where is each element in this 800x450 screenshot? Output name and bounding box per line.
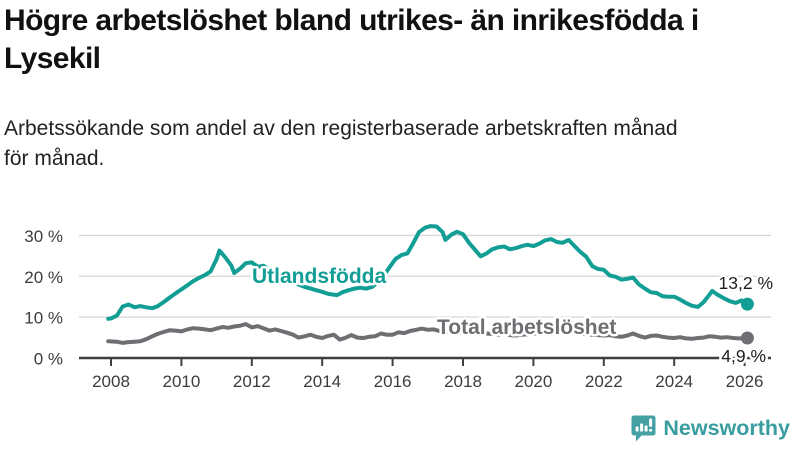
end-value-label-total-arbetsl-shet: 4,9 % [721, 346, 766, 366]
chart-subtitle: Arbetssökande som andel av den registerb… [4, 114, 798, 174]
subtitle-line-1: Arbetssökande som andel av den registerb… [4, 117, 678, 140]
newsworthy-chart-bubble-icon [631, 415, 656, 442]
newsworthy-brand: Newsworthy [631, 415, 790, 442]
subtitle-line-2: för månad. [4, 146, 105, 170]
x-axis-label-2012: 2012 [233, 372, 271, 391]
y-axis-label-30: 30 % [24, 227, 63, 246]
newsworthy-brand-name: Newsworthy [663, 416, 790, 440]
x-axis-label-2022: 2022 [585, 372, 623, 391]
end-dot-total-arbetsl-shet [740, 331, 754, 345]
end-value-label-utlandsf-dda: 13,2 % [719, 273, 773, 293]
end-dot-utlandsf-dda [740, 297, 754, 311]
x-axis-label-2020: 2020 [514, 372, 552, 391]
series-line-total-arbetsl-shet [106, 322, 750, 345]
y-axis-label-0: 0 % [34, 350, 63, 369]
x-axis-label-2024: 2024 [655, 372, 693, 391]
x-axis-label-2008: 2008 [92, 372, 130, 391]
title-line-1: Högre arbetslöshet bland utrikes- än inr… [4, 4, 699, 37]
x-axis-label-2016: 2016 [374, 372, 412, 391]
x-axis-label-2010: 2010 [162, 372, 200, 391]
series-line-utlandsf-dda [106, 224, 750, 321]
x-axis-label-2014: 2014 [303, 372, 341, 391]
title-line-2: Lysekil [4, 42, 101, 76]
x-axis-label-2026: 2026 [726, 372, 764, 391]
x-axis-label-2018: 2018 [444, 372, 482, 391]
series-label-utlandsf-dda: Utlandsfödda [252, 265, 386, 288]
y-axis-label-10: 10 % [24, 309, 63, 328]
y-axis-label-20: 20 % [24, 268, 63, 287]
series-label-total-arbetsl-shet: Total arbetslöshet [437, 316, 616, 339]
page-title: Högre arbetslöshet bland utrikes- än inr… [4, 2, 798, 78]
